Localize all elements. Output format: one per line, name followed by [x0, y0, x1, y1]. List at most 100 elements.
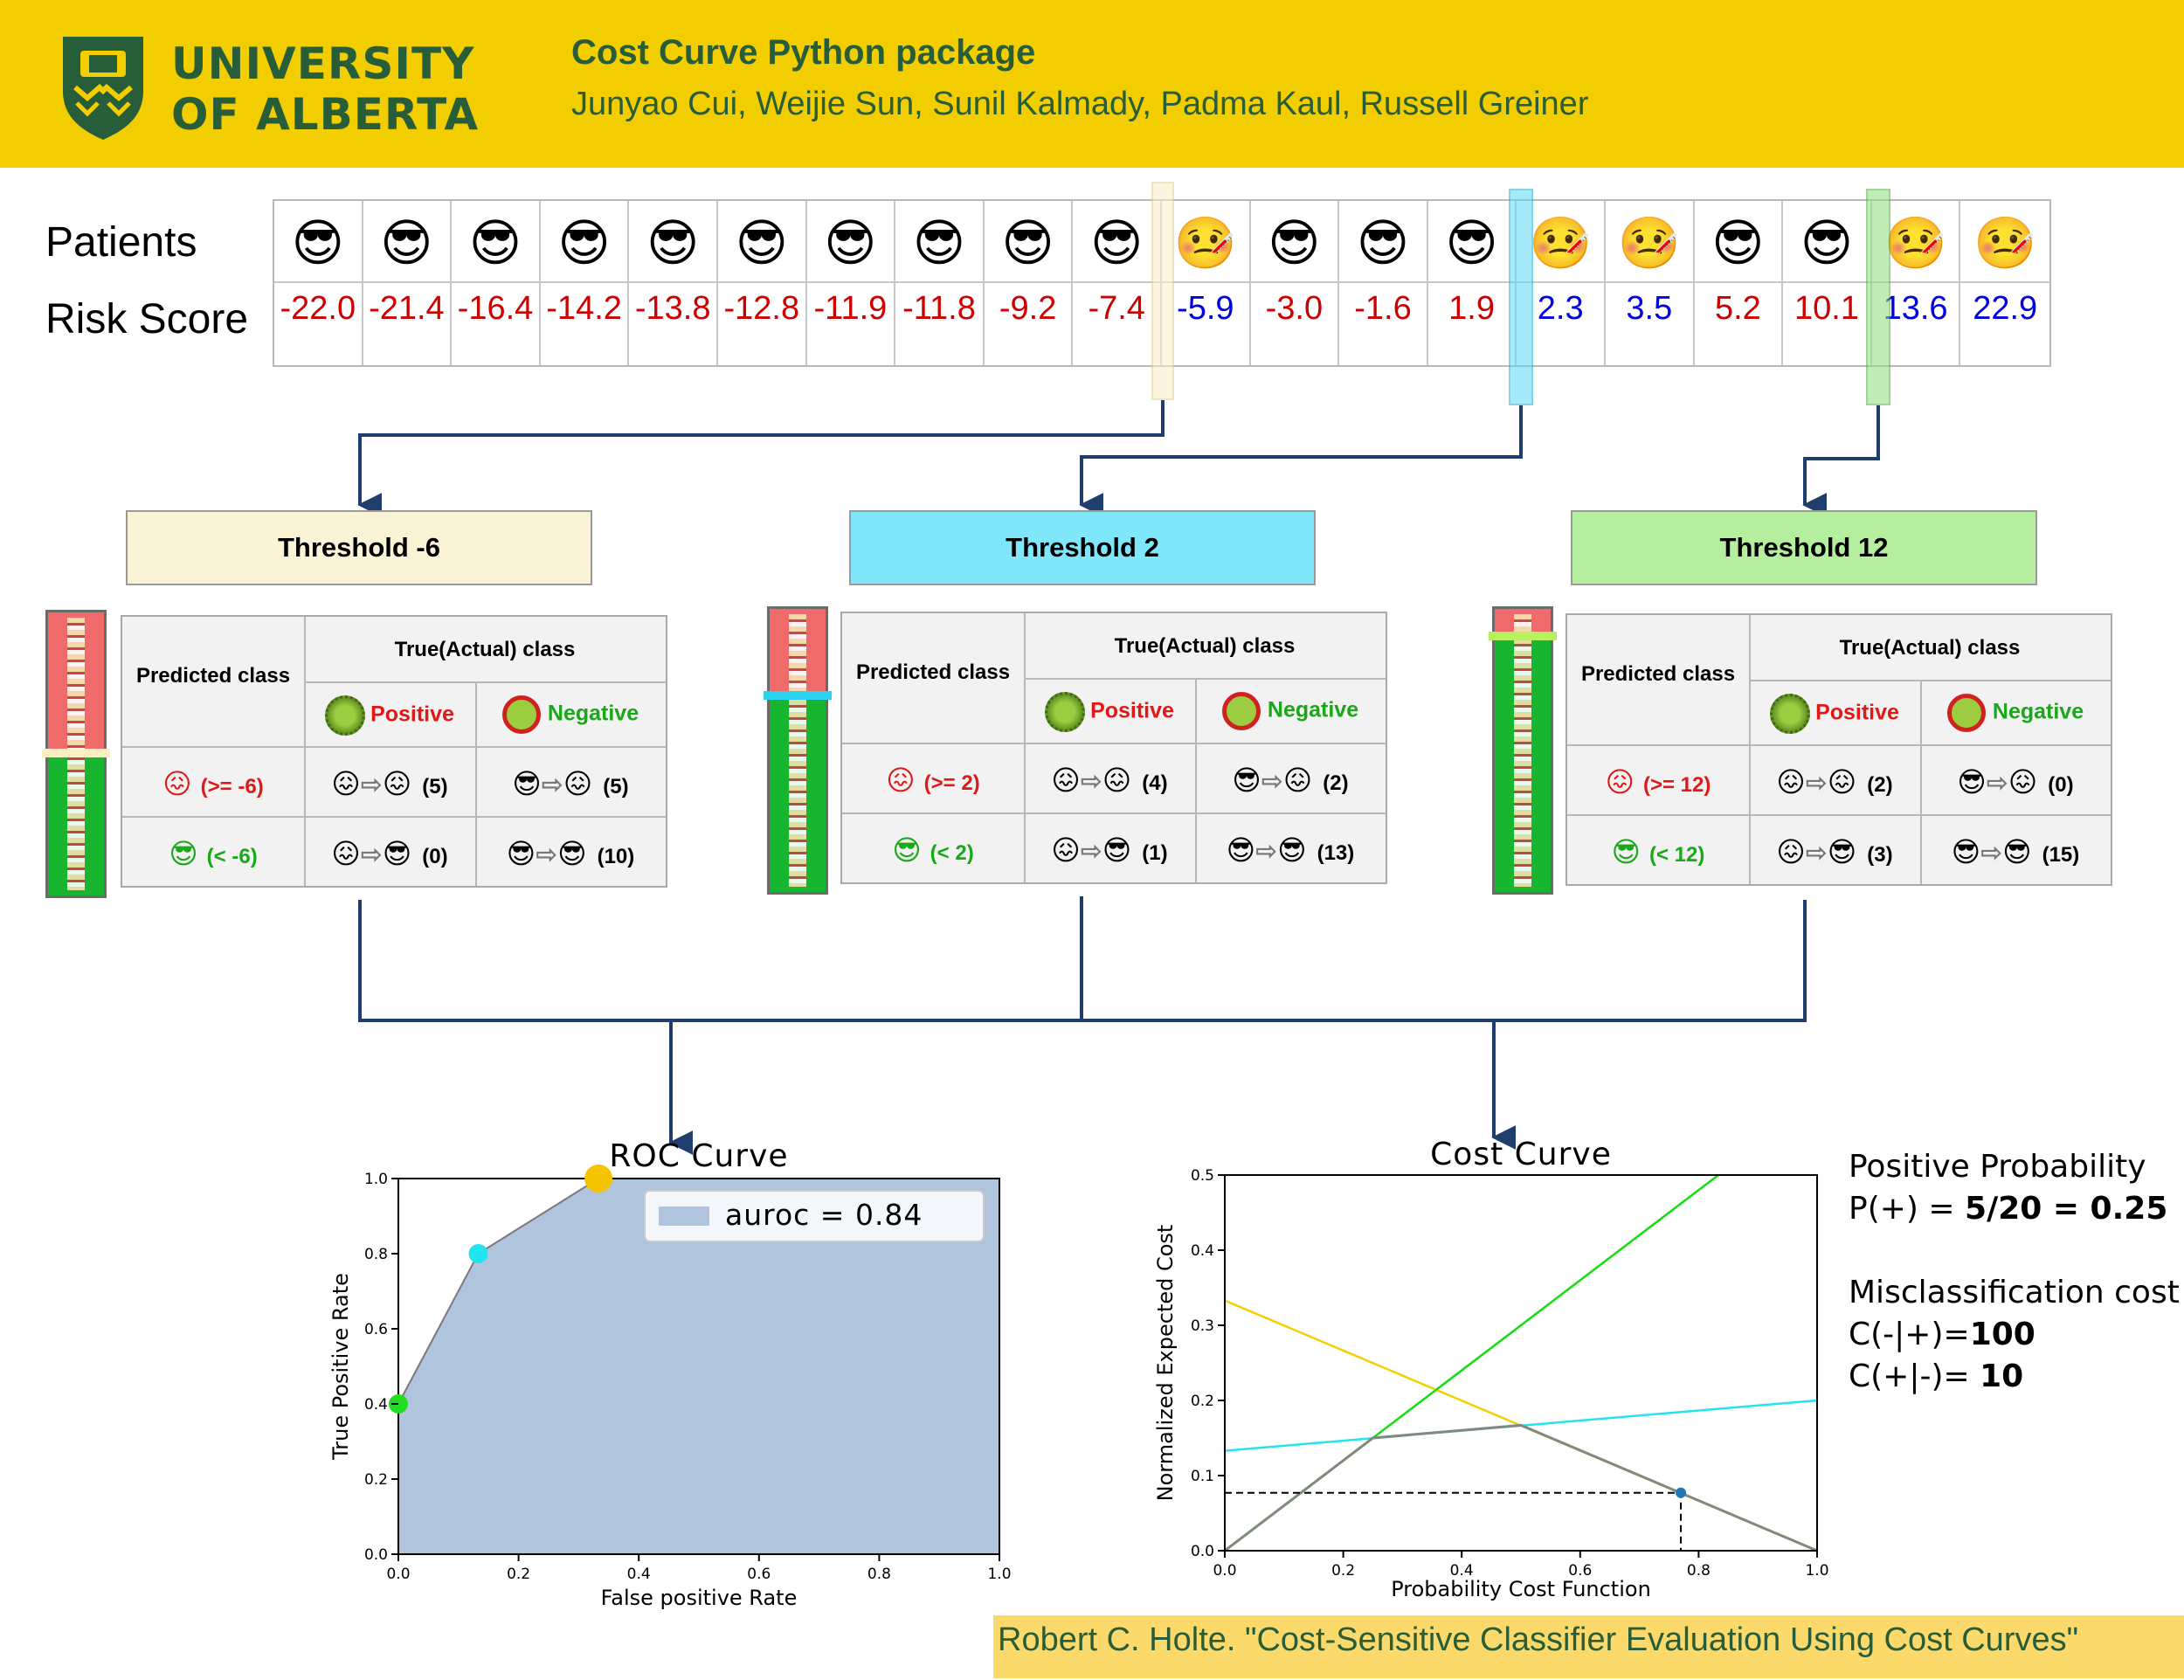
patient-cell: 😎 1.9 [1428, 201, 1517, 365]
x-tick-label: 0.4 [627, 1566, 651, 1583]
predicted-face-icon: 😎 [1827, 836, 1857, 868]
arrow-icon: ⇨ [536, 840, 558, 869]
false-negative-cell: 😖⇨😎 (3) [1749, 835, 1920, 868]
reference-banner [993, 1615, 2184, 1678]
predicted-negative-label: (< 12) [1648, 843, 1705, 867]
count-value: (0) [2048, 773, 2074, 797]
arrow-icon: ⇨ [360, 840, 383, 869]
authors: Junyao Cui, Weijie Sun, Sunil Kalmady, P… [571, 86, 1589, 122]
true-class-header: True(Actual) class [394, 638, 576, 661]
risk-score-value: -11.8 [902, 290, 976, 327]
threshold-marker-12 [1866, 189, 1890, 405]
actual-face-icon: 😎 [1951, 836, 1981, 868]
risk-score-value: 13.6 [1883, 290, 1948, 327]
table-gridline [1567, 814, 2111, 816]
predicted-positive-label: (>= 12) [1642, 773, 1711, 797]
predicted-face-icon: 😖 [1102, 764, 1132, 796]
sick-patient-icon: 🤒 [1529, 215, 1593, 272]
roc-legend-box [644, 1190, 985, 1242]
roc-threshold-point [468, 1244, 488, 1263]
roc-legend-label: auroc = 0.84 [725, 1198, 923, 1232]
virus-icon [325, 695, 366, 736]
threshold-box-minus6: Threshold -6 [126, 510, 592, 585]
patient-cell: 😎 -11.8 [895, 201, 985, 365]
negative-label: Negative [1267, 697, 1359, 722]
cost-series-line [1225, 1175, 1721, 1551]
cost-frame [1224, 1174, 1818, 1552]
predicted-positive-row: 😖 (>= -6) [122, 767, 304, 800]
x-tick-label: 0.4 [1450, 1562, 1474, 1580]
healthy-patient-icon: 😎 [1800, 215, 1854, 272]
cost-x-axis-label: Probability Cost Function [1391, 1577, 1651, 1601]
actual-face-icon: 😎 [1226, 834, 1256, 866]
sick-face-icon: 😖 [162, 768, 192, 799]
x-tick-label: 0.2 [507, 1566, 530, 1583]
table-gridline [842, 812, 1386, 814]
predicted-class-header: Predicted class [1580, 662, 1736, 686]
true-positive-cell: 😖⇨😖 (5) [304, 767, 475, 800]
threshold-marker-2 [1509, 189, 1533, 405]
risk-score-value: 5.2 [1714, 290, 1761, 327]
table-gridline [842, 743, 1386, 744]
predicted-positive-row: 😖 (>= 2) [842, 764, 1024, 797]
risk-score-value: 3.5 [1626, 290, 1673, 327]
arrow-icon: ⇨ [1255, 837, 1278, 866]
risk-score-value: 1.9 [1448, 290, 1495, 327]
count-value: (1) [1142, 841, 1168, 865]
patient-cell: 😎 -7.4 [1073, 201, 1162, 365]
package-title: Cost Curve Python package [571, 33, 1036, 72]
predicted-face-icon: 😎 [382, 838, 412, 869]
y-tick-label: 0.6 [364, 1321, 388, 1338]
predicted-negative-label: (< -6) [206, 845, 258, 868]
roc-x-axis-label: False positive Rate [601, 1586, 798, 1610]
patient-cell: 😎 -21.4 [363, 201, 453, 365]
cost-series-line [1225, 1423, 1817, 1551]
count-value: (4) [1142, 771, 1168, 795]
positive-label: Positive [1815, 700, 1899, 725]
healthy-patient-icon: 😎 [380, 215, 433, 272]
risk-score-value: -16.4 [457, 290, 534, 327]
strip-patient-list [789, 614, 806, 887]
count-value: (15) [2042, 843, 2080, 867]
cost-title: Cost Curve [1430, 1137, 1612, 1172]
predicted-negative-label: (< 2) [930, 841, 974, 865]
actual-face-icon: 😎 [512, 768, 542, 799]
cool-face-icon: 😎 [1611, 836, 1641, 868]
healthy-patient-icon: 😎 [468, 215, 522, 272]
patient-cell: 🤒 13.6 [1872, 201, 1961, 365]
sick-patient-icon: 🤒 [1973, 215, 2037, 272]
sick-face-icon: 😖 [886, 764, 916, 796]
risk-score-value: -21.4 [369, 290, 445, 327]
count-value: (3) [1867, 843, 1893, 867]
predicted-positive-label: (>= 2) [923, 771, 980, 795]
patient-cell: 🤒 3.5 [1606, 201, 1695, 365]
arrow-icon: ⇨ [1080, 837, 1102, 866]
risk-score-value: -14.2 [546, 290, 622, 327]
risk-score-value: -9.2 [999, 290, 1057, 327]
sick-face-icon: 😖 [1605, 766, 1635, 798]
true-negative-cell: 😎⇨😎 (10) [475, 837, 666, 870]
true-positive-cell: 😖⇨😖 (4) [1024, 764, 1195, 797]
cost-series-group [1225, 1175, 1817, 1551]
healthy-patient-icon: 😎 [735, 215, 789, 272]
y-tick-label: 0.3 [1191, 1317, 1214, 1335]
arrow-icon: ⇨ [1805, 839, 1828, 868]
arrow-icon: ⇨ [360, 771, 383, 799]
table-gridline [1195, 678, 1197, 882]
actual-face-icon: 😖 [1776, 836, 1806, 868]
positive-class-header: Positive [1024, 692, 1195, 732]
university-logo-text: UNIVERSITY OF ALBERTA [171, 38, 480, 140]
y-tick-label: 0.1 [1191, 1468, 1214, 1485]
roc-chart: ROC Curve 0.0 0.2 0.4 0.6 0.8 1.0 0.0 0.2 0.4 0.6 0… [328, 1138, 1012, 1610]
true-negative-cell: 😎⇨😎 (13) [1195, 833, 1386, 867]
arrow-icon: ⇨ [1805, 769, 1828, 798]
strip-patient-list [1514, 614, 1531, 887]
risk-score-value: -11.9 [813, 290, 888, 327]
table-gridline [304, 617, 306, 886]
patient-cells: 😎 -22.0 😎 -21.4 😎 -16.4 😎 -14.2 😎 -13.8 😎 -12.8 😎 -11… [274, 201, 2049, 365]
cost-curve-chart: Cost Curve 0.0 0.2 0.4 0.6 0.8 1.0 0.0 0.1 0.2 0.3… [1153, 1137, 1829, 1601]
header-banner [0, 0, 2184, 168]
reference-citation: Robert C. Holte. "Cost-Sensitive Classif… [998, 1621, 2079, 1658]
risk-score-value: -1.6 [1354, 290, 1412, 327]
arrow-icon: ⇨ [1986, 769, 2008, 798]
